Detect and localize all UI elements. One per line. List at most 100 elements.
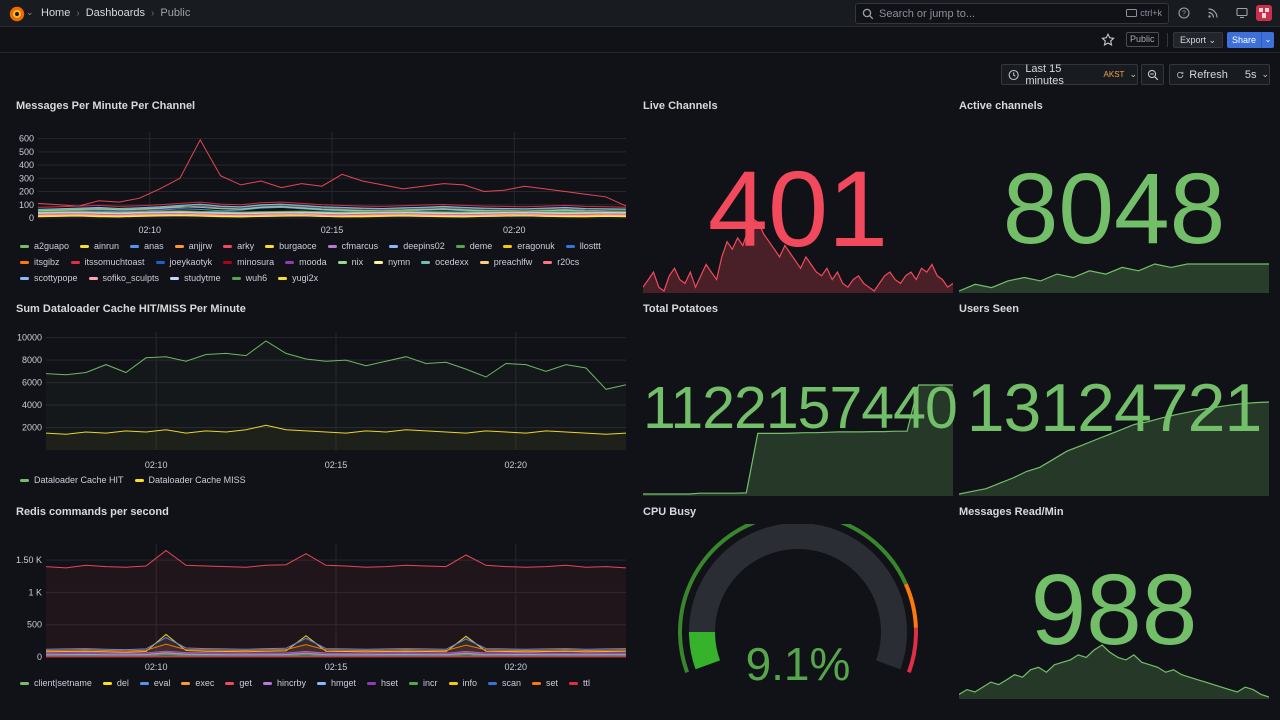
monitor-icon[interactable] [1234,5,1250,21]
search-box[interactable]: ctrl+k [855,3,1169,24]
sparkline-area [643,385,953,496]
legend-swatch [139,681,149,685]
legend-item[interactable]: ocedexx [421,255,469,269]
legend-label: nix [351,257,364,267]
legend-label: ttl [583,678,591,688]
legend-item[interactable]: Dataloader Cache HIT [20,473,124,487]
legend-label: get [239,678,252,688]
x-tick-label: 02:20 [505,662,528,672]
legend-item[interactable]: preachlfw [479,255,532,269]
legend-swatch [448,681,458,685]
legend-label: eval [153,678,171,688]
x-tick-label: 02:20 [505,460,528,470]
legend-item[interactable]: r20cs [543,255,579,269]
legend-item[interactable]: nymn [374,255,410,269]
legend-swatch [421,260,431,264]
time-range-picker[interactable]: Last 15 minutes AKST ⌄ [1001,63,1138,87]
legend-item[interactable]: nix [337,255,364,269]
legend-item[interactable]: get [225,676,252,690]
legend-item[interactable]: anas [130,239,164,253]
legend-swatch [134,478,144,482]
series-line-set [45,643,627,652]
search-icon [862,8,874,19]
legend-item[interactable]: yugi2x [278,271,318,285]
search-input[interactable] [879,7,1119,20]
legend-item[interactable]: hincrby [262,676,306,690]
legend-item[interactable]: eragonuk [503,239,555,253]
export-button[interactable]: Export ⌄ [1173,32,1224,48]
legend-item[interactable]: scan [488,676,521,690]
breadcrumb: Home › Dashboards › Public [41,7,190,19]
legend-item[interactable]: del [102,676,129,690]
legend-swatch [455,244,465,248]
breadcrumb-home[interactable]: Home [41,7,71,19]
star-icon[interactable] [1101,33,1115,47]
legend-label: burgaoce [279,241,317,251]
x-tick-label: 02:15 [321,225,344,235]
chevron-right-icon: › [151,7,155,19]
legend-swatch [231,276,241,280]
series-area [46,550,626,657]
legend-item[interactable]: burgaoce [265,239,317,253]
legend-item[interactable]: info [448,676,477,690]
legend-item[interactable]: cfmarcus [327,239,378,253]
gauge-threshold-green [678,524,908,674]
legend-item[interactable]: anjjrw [174,239,212,253]
legend-swatch [223,260,233,264]
chevron-down-icon[interactable]: ⌄ [26,7,34,17]
x-tick-label: 02:20 [503,225,526,235]
user-avatar[interactable] [1256,5,1272,21]
legend-item[interactable]: mooda [285,255,327,269]
chevron-down-icon: ⌄ [1261,69,1269,79]
zoom-out-button[interactable] [1141,64,1164,85]
legend-item[interactable]: hset [366,676,398,690]
legend-item[interactable]: wuh6 [231,271,267,285]
share-button[interactable]: Share [1227,32,1262,48]
share-dropdown-chevron-icon[interactable]: ⌄ [1261,32,1274,48]
legend-item[interactable]: llosttt [565,239,601,253]
keyboard-icon [1126,9,1138,17]
timezone-label: AKST [1103,70,1125,79]
legend-item[interactable]: client|setname [20,676,92,690]
legend-item[interactable]: joeykaotyk [155,255,212,269]
refresh-button[interactable]: Refresh 5s ⌄ [1169,64,1270,85]
legend-item[interactable]: deme [455,239,492,253]
y-tick-label: 200 [19,187,34,197]
series-area [46,341,626,450]
legend-swatch [285,260,295,264]
news-feed-icon[interactable] [1205,5,1221,21]
legend-item[interactable]: a2guapo [20,239,69,253]
legend-item[interactable]: ainrun [80,239,119,253]
breadcrumb-dashboards[interactable]: Dashboards [85,7,146,19]
legend-item[interactable]: incr [408,676,438,690]
help-icon[interactable]: ? [1176,5,1192,21]
y-tick-label: 2000 [22,423,42,433]
legend-label: eragonuk [517,241,555,251]
x-tick-label: 02:10 [138,225,161,235]
legend-item[interactable]: set [532,676,558,690]
legend-item[interactable]: itssomuchtoast [70,255,145,269]
legend-item[interactable]: hmget [316,676,356,690]
legend-swatch [532,681,542,685]
legend-item[interactable]: Dataloader Cache MISS [134,473,246,487]
legend-item[interactable]: studytme [170,271,221,285]
legend-item[interactable]: itsgibz [20,255,60,269]
legend-item[interactable]: ttl [569,676,590,690]
panel-title: CPU Busy [643,506,697,518]
legend-label: client|setname [34,678,92,688]
legend-item[interactable]: eval [139,676,171,690]
y-tick-label: 400 [19,160,34,170]
refresh-interval-picker[interactable]: 5s [1244,68,1257,81]
grafana-logo-icon[interactable] [8,5,26,23]
legend-item[interactable]: arky [223,239,254,253]
legend-item[interactable]: minosura [223,255,274,269]
legend-item[interactable]: deepins02 [389,239,445,253]
legend-swatch [174,244,184,248]
legend-item[interactable]: scottypope [20,271,78,285]
panel-messages-per-minute: Messages Per Minute Per Channel [16,100,628,290]
legend-item[interactable]: sofiko_sculpts [88,271,159,285]
y-tick-label: 500 [27,620,42,630]
legend-swatch [223,244,233,248]
legend-item[interactable]: exec [181,676,214,690]
legend-label: del [116,678,129,688]
